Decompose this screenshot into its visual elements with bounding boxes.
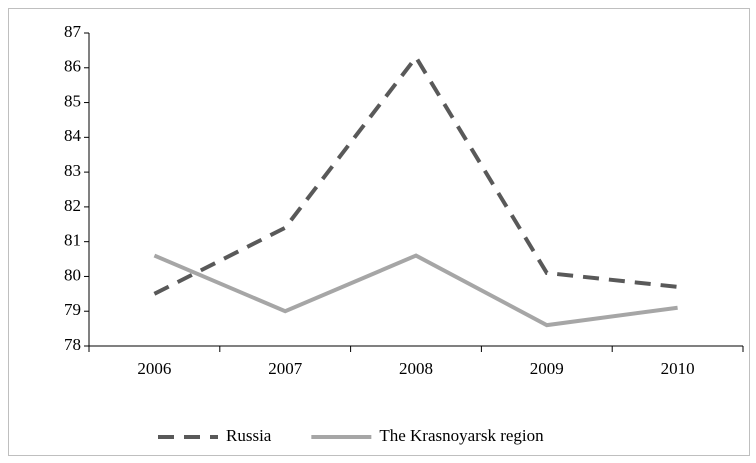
y-tick-label: 86 — [64, 57, 81, 76]
y-tick-label: 82 — [64, 196, 81, 215]
y-tick-label: 80 — [64, 265, 81, 284]
x-tick-label: 2006 — [137, 359, 171, 378]
y-tick-label: 85 — [64, 91, 81, 110]
legend-label: Russia — [226, 426, 272, 445]
x-tick-label: 2009 — [530, 359, 564, 378]
x-tick-label: 2008 — [399, 359, 433, 378]
y-tick-label: 84 — [64, 126, 82, 145]
y-tick-label: 78 — [64, 335, 81, 354]
y-tick-label: 81 — [64, 231, 81, 250]
y-tick-label: 83 — [64, 161, 81, 180]
series-line — [153, 53, 678, 296]
x-tick-label: 2007 — [268, 359, 303, 378]
chart-border — [8, 8, 750, 456]
y-tick-label: 87 — [64, 22, 82, 41]
series-line — [153, 253, 678, 328]
x-tick-label: 2010 — [661, 359, 695, 378]
y-tick-label: 79 — [64, 300, 81, 319]
legend-label: The Krasnoyarsk region — [379, 426, 544, 445]
